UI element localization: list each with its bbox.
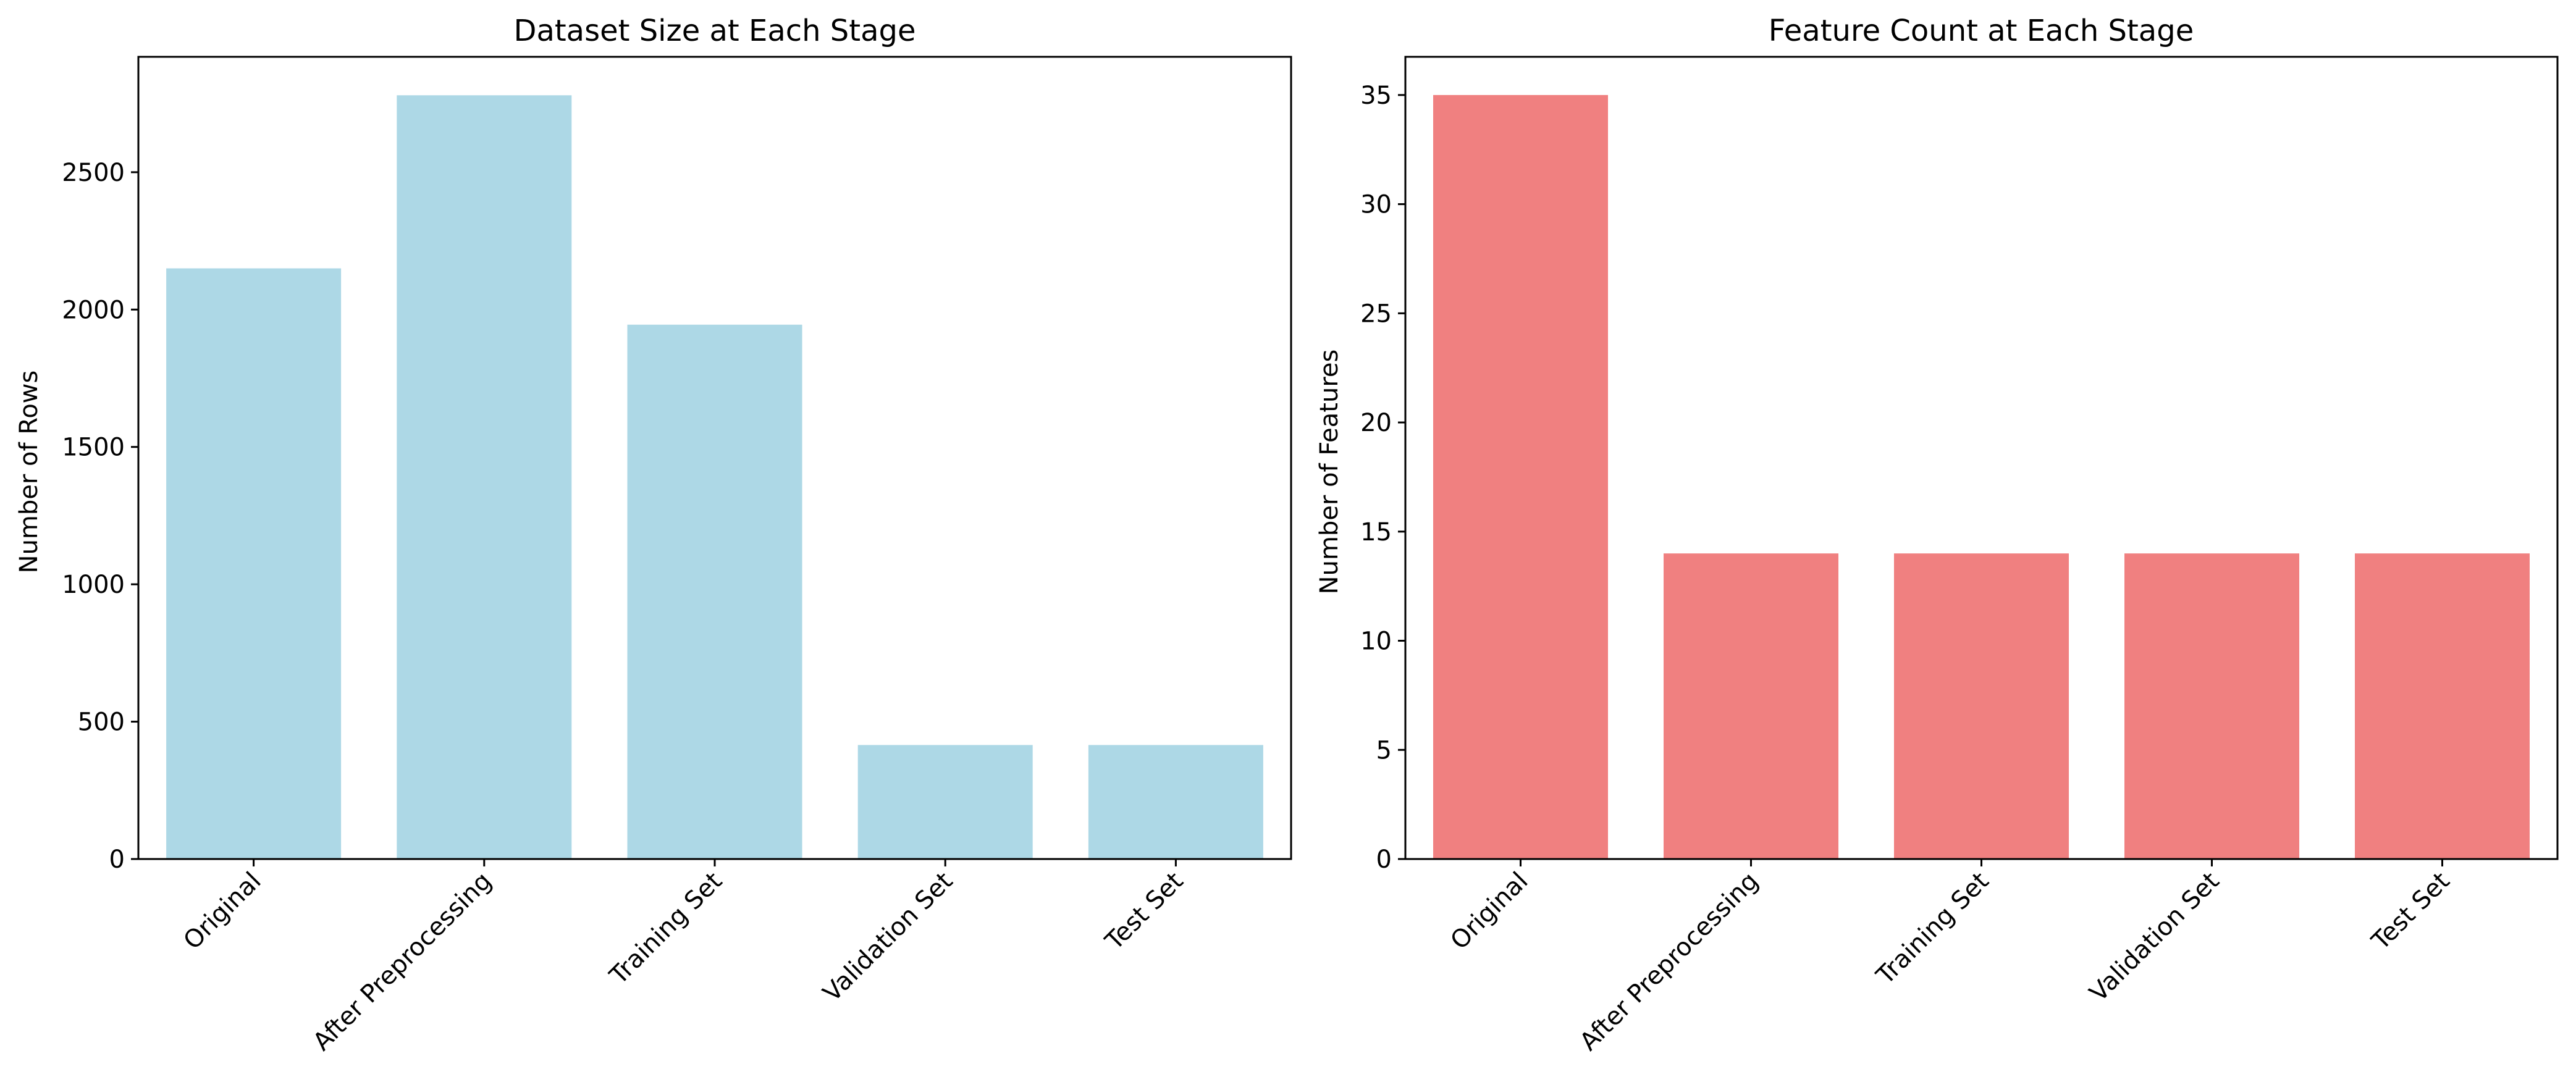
x-tick-label: Validation Set bbox=[2084, 867, 2225, 1008]
y-tick-label: 20 bbox=[1360, 409, 1392, 437]
bar-original bbox=[1433, 94, 1608, 859]
x-tick-label: Validation Set bbox=[818, 867, 959, 1008]
chart-title: Dataset Size at Each Stage bbox=[513, 14, 915, 48]
y-tick-label: 2500 bbox=[62, 159, 125, 187]
feature-count-chart: Feature Count at Each Stage Number of Fe… bbox=[1315, 14, 2559, 1057]
y-tick-label: 15 bbox=[1360, 518, 1392, 547]
x-tick-label: Test Set bbox=[2366, 867, 2455, 956]
bar-validation-set bbox=[2124, 553, 2299, 859]
bar-original bbox=[166, 268, 342, 859]
y-tick-label: 5 bbox=[1376, 736, 1392, 765]
y-tick-label: 0 bbox=[109, 845, 125, 874]
y-tick-label: 1000 bbox=[62, 571, 125, 599]
y-axis-label: Number of Features bbox=[1315, 350, 1344, 595]
y-tick-label: 30 bbox=[1360, 191, 1392, 219]
chart-title: Feature Count at Each Stage bbox=[1769, 14, 2194, 48]
y-tick-label: 0 bbox=[1376, 845, 1392, 874]
x-tick-label: After Preprocessing bbox=[308, 867, 497, 1057]
x-tick-label: Training Set bbox=[1871, 867, 1994, 991]
x-tick-label: Test Set bbox=[1100, 867, 1189, 956]
x-tick-label: Training Set bbox=[604, 867, 728, 991]
bar-training-set bbox=[1894, 553, 2069, 859]
y-tick-label: 10 bbox=[1360, 627, 1392, 656]
y-tick-label: 1500 bbox=[62, 434, 125, 462]
bar-test-set bbox=[1088, 745, 1263, 859]
bar-after-preprocessing bbox=[397, 95, 572, 860]
y-tick-label: 35 bbox=[1360, 82, 1392, 110]
y-axis-label: Number of Rows bbox=[15, 371, 43, 574]
bar-after-preprocessing bbox=[1664, 553, 1838, 859]
x-tick-label: After Preprocessing bbox=[1575, 867, 1764, 1057]
bar-training-set bbox=[627, 324, 802, 859]
y-tick-label: 25 bbox=[1360, 300, 1392, 328]
bar-test-set bbox=[2355, 553, 2530, 859]
x-tick-label: Original bbox=[178, 867, 266, 955]
x-tick-label: Original bbox=[1445, 867, 1533, 955]
y-tick-label: 500 bbox=[78, 708, 125, 737]
y-tick-label: 2000 bbox=[62, 296, 125, 324]
dataset-size-chart: Dataset Size at Each Stage Number of Row… bbox=[15, 14, 1292, 1057]
bar-validation-set bbox=[857, 745, 1033, 859]
